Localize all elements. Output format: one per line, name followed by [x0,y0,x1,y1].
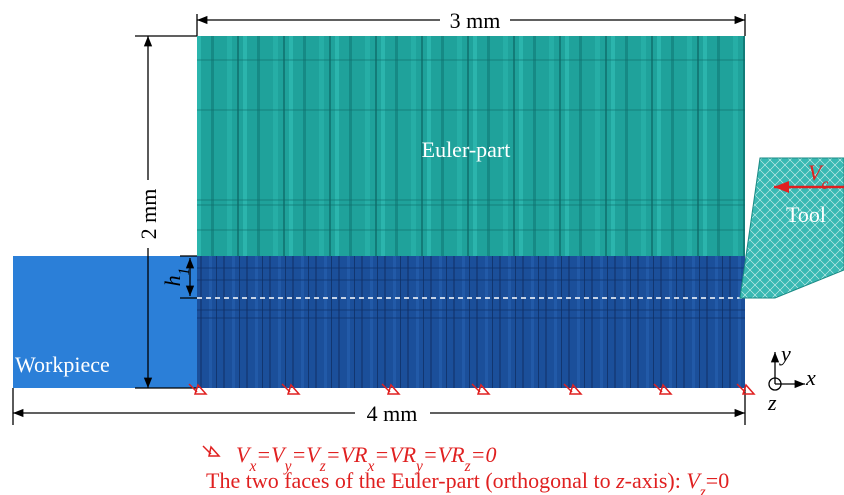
bc-triangle [741,383,756,395]
faces-note: The two faces of the Euler-part (orthogo… [206,468,729,495]
z-axis-label: z [767,390,777,415]
text-segment: V [686,468,702,493]
text-segment: =VR [423,442,465,467]
subscript: y [283,458,292,475]
dim-length: 4 mm [367,401,418,426]
text-segment: -axis): [625,468,687,493]
z-axis [768,377,782,391]
bc-triangle [658,383,673,395]
text-segment: =0 [471,442,497,467]
boundary-conditions [188,383,756,395]
dim-width: 3 mm [450,8,501,33]
euler-lower-mesh [197,267,745,319]
text-segment: The two faces of the Euler-part (orthogo… [206,468,616,493]
text-segment: =0 [706,468,729,493]
text-segment: V [808,160,824,185]
bc-symbol [281,383,301,395]
bc-symbol [563,383,583,395]
bc-symbol [381,383,401,395]
bc-triangle [476,383,491,395]
text-segment: =V [256,442,287,467]
subscript: z [699,484,706,495]
text-segment: V [236,442,252,467]
text-segment: =VR [326,442,368,467]
text-segment: =VR [374,442,416,467]
euler-upper [197,36,745,256]
subscript: z [464,458,471,475]
subscript: z [319,458,326,475]
subscript: 1 [176,268,193,276]
bc-equation: Vx​=Vy​=Vz​=VRx​=VRy​=VRz​=0 [236,442,496,475]
dim-height: 2 mm [136,189,161,240]
legend: Vx​=Vy​=Vz​=VRx​=VRy​=VRz​=0 The two fac… [202,442,729,495]
bc-triangle [286,383,301,395]
bc-symbol [736,383,756,395]
bc-symbol [471,383,491,395]
h-label: h1​ [160,268,193,287]
text-segment: z [615,468,625,493]
euler-lower [197,256,745,388]
y-axis-label: y [779,341,791,366]
text-segment: =V [291,442,322,467]
euler-label: Euler-part [422,137,511,162]
subscript: c [821,176,828,193]
subscript: y [414,458,423,475]
workpiece-label: Workpiece [15,352,110,377]
bc-symbol [202,445,221,457]
subscript: x [366,458,374,475]
bc-triangle [568,383,583,395]
bc-symbol [188,383,208,395]
bc-symbol [653,383,673,395]
subscript: x [248,458,256,475]
bc-triangle [193,383,208,395]
workpiece [13,256,197,388]
bc-triangle [386,383,401,395]
coordinate-system: y x z [767,341,816,415]
tool-label: Tool [786,202,826,227]
x-axis-label: x [805,365,816,390]
vc-label: Vc​ [808,160,828,193]
text-segment: h [160,275,185,286]
tool [739,157,844,299]
euler-mesh [197,59,745,231]
